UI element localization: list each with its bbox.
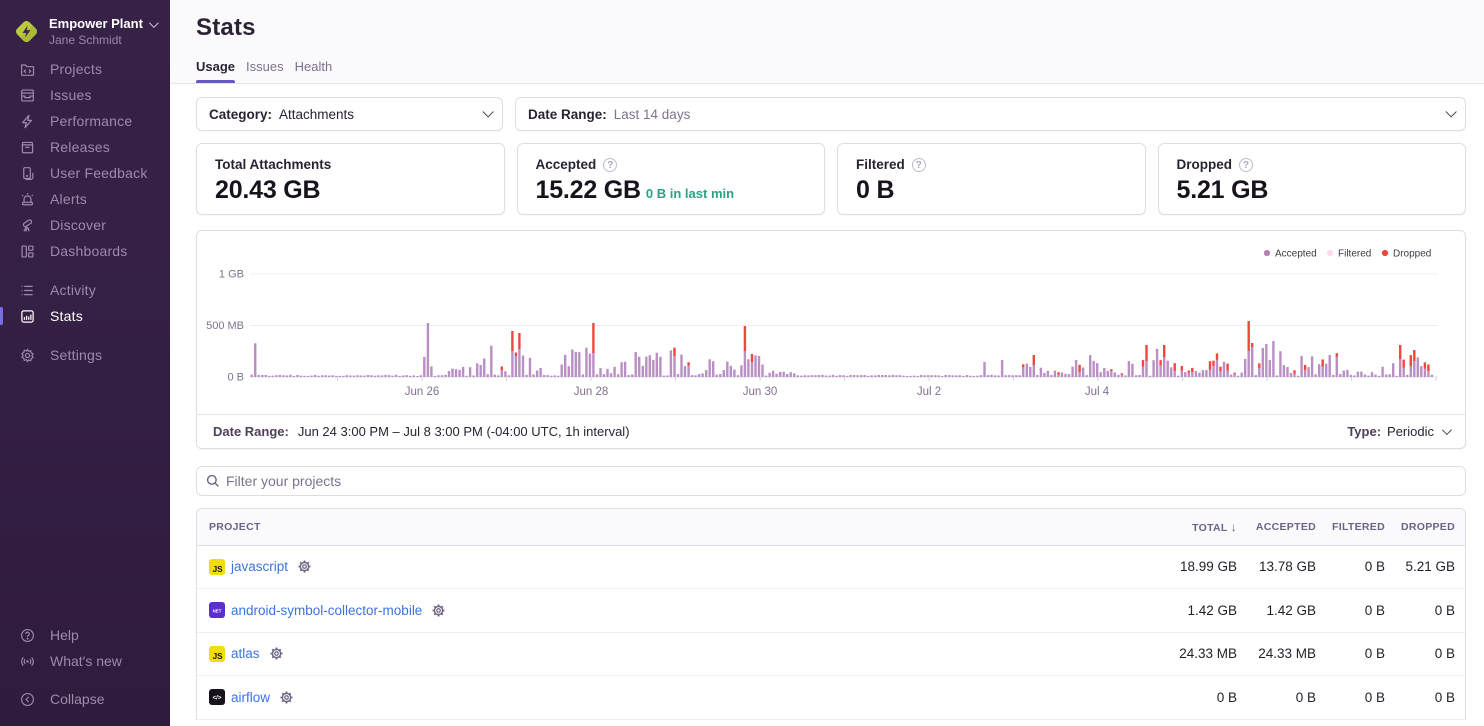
- svg-text:500 MB: 500 MB: [206, 320, 244, 332]
- svg-text:JS: JS: [213, 565, 224, 574]
- svg-text:Jul 4: Jul 4: [1085, 386, 1110, 398]
- svg-text:</>: </>: [213, 696, 222, 702]
- svg-text:0 B: 0 B: [227, 372, 244, 384]
- svg-text:Filtered: Filtered: [1338, 248, 1371, 259]
- svg-text:Dropped: Dropped: [1393, 248, 1431, 259]
- svg-text:Accepted: Accepted: [1275, 248, 1317, 259]
- svg-text:Jul 2: Jul 2: [917, 386, 941, 398]
- svg-text:Jun 28: Jun 28: [574, 386, 609, 398]
- svg-text:1 GB: 1 GB: [219, 269, 244, 281]
- svg-text:Jun 26: Jun 26: [405, 386, 440, 398]
- svg-text:JS: JS: [213, 652, 224, 661]
- svg-text:Jun 30: Jun 30: [743, 386, 778, 398]
- svg-text:NET: NET: [213, 609, 222, 614]
